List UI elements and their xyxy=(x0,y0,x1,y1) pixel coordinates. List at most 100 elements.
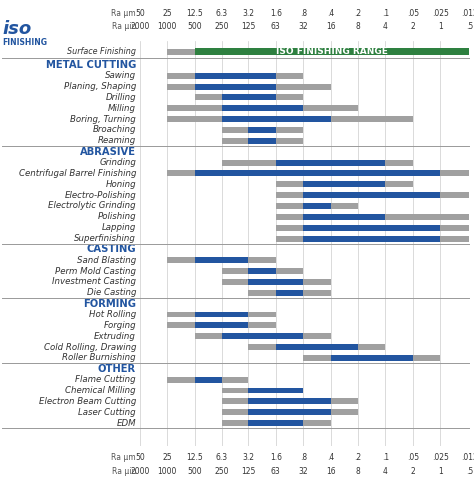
Bar xyxy=(248,344,385,350)
Text: ISO FINISHING RANGE: ISO FINISHING RANGE xyxy=(276,47,388,56)
Text: 50: 50 xyxy=(135,453,145,462)
Bar xyxy=(167,116,413,122)
Text: 6.3: 6.3 xyxy=(216,453,228,462)
Bar xyxy=(222,388,303,393)
Text: 500: 500 xyxy=(187,467,202,476)
Text: Polishing: Polishing xyxy=(98,212,136,221)
Text: 32: 32 xyxy=(299,22,308,31)
Text: .8: .8 xyxy=(300,453,307,462)
Text: 2000: 2000 xyxy=(130,467,149,476)
Bar xyxy=(167,257,276,263)
Text: OTHER: OTHER xyxy=(98,364,136,374)
Bar xyxy=(276,214,469,220)
Bar xyxy=(195,94,303,100)
Text: .5: .5 xyxy=(465,467,473,476)
Bar xyxy=(195,257,248,263)
Bar xyxy=(276,203,358,209)
Bar xyxy=(222,398,358,404)
Bar xyxy=(222,105,303,111)
Text: FORMING: FORMING xyxy=(83,299,136,308)
Text: Reaming: Reaming xyxy=(98,136,136,146)
Bar xyxy=(248,268,276,274)
Text: Milling: Milling xyxy=(108,104,136,113)
Bar xyxy=(222,160,413,165)
Text: Forging: Forging xyxy=(103,321,136,330)
Text: 2: 2 xyxy=(410,22,415,31)
Bar xyxy=(303,225,440,231)
Text: Hot Rolling: Hot Rolling xyxy=(89,310,136,319)
Bar xyxy=(276,160,385,165)
Bar xyxy=(222,279,331,285)
Bar xyxy=(222,138,303,144)
Text: Extruding: Extruding xyxy=(94,332,136,341)
Bar xyxy=(222,127,303,133)
Text: Boring, Turning: Boring, Turning xyxy=(70,115,136,123)
Text: Sawing: Sawing xyxy=(105,71,136,80)
Bar xyxy=(167,171,469,176)
Text: .1: .1 xyxy=(382,9,389,18)
Bar xyxy=(276,225,469,231)
Bar xyxy=(222,268,303,274)
Text: FINISHING: FINISHING xyxy=(2,38,47,47)
Text: 32: 32 xyxy=(299,467,308,476)
Text: 50: 50 xyxy=(135,9,145,18)
Text: .05: .05 xyxy=(407,9,419,18)
Bar xyxy=(303,236,440,241)
Bar xyxy=(276,290,303,296)
Bar xyxy=(303,203,331,209)
Bar xyxy=(222,409,358,415)
Text: 12.5: 12.5 xyxy=(186,453,203,462)
Text: Ra μm: Ra μm xyxy=(111,453,136,462)
Text: Perm Mold Casting: Perm Mold Casting xyxy=(55,267,136,276)
Bar xyxy=(195,322,248,328)
Text: .4: .4 xyxy=(327,9,334,18)
Text: 63: 63 xyxy=(271,467,281,476)
Text: Electro-Polishing: Electro-Polishing xyxy=(64,190,136,200)
Text: Ra μm: Ra μm xyxy=(111,9,136,18)
Text: 8: 8 xyxy=(356,22,360,31)
Bar xyxy=(248,398,331,404)
Bar xyxy=(195,171,440,176)
Text: .1: .1 xyxy=(382,453,389,462)
Text: 16: 16 xyxy=(326,467,336,476)
Bar xyxy=(195,333,331,339)
Text: Sand Blasting: Sand Blasting xyxy=(77,256,136,265)
Text: Die Casting: Die Casting xyxy=(87,288,136,297)
Text: Superfinishing: Superfinishing xyxy=(74,234,136,243)
Text: 63: 63 xyxy=(271,22,281,31)
Text: 125: 125 xyxy=(241,467,255,476)
Text: 1000: 1000 xyxy=(157,22,177,31)
Bar xyxy=(167,49,195,55)
Bar xyxy=(248,279,303,285)
Bar xyxy=(195,311,248,318)
Text: 1000: 1000 xyxy=(157,467,177,476)
Bar xyxy=(195,376,222,383)
Bar xyxy=(167,73,303,79)
Text: Investment Casting: Investment Casting xyxy=(52,278,136,286)
Bar xyxy=(331,355,413,361)
Text: 4: 4 xyxy=(383,467,388,476)
Text: 12.5: 12.5 xyxy=(186,9,203,18)
Text: .05: .05 xyxy=(407,453,419,462)
Text: 500: 500 xyxy=(187,22,202,31)
Text: 250: 250 xyxy=(214,467,229,476)
Text: Ra μin: Ra μin xyxy=(112,467,136,476)
Text: .5: .5 xyxy=(465,22,473,31)
Text: Broaching: Broaching xyxy=(92,125,136,134)
Text: 3.2: 3.2 xyxy=(243,9,255,18)
Bar xyxy=(303,192,440,198)
Text: 1: 1 xyxy=(438,467,443,476)
Bar xyxy=(276,236,469,241)
Bar xyxy=(248,388,303,393)
Text: 125: 125 xyxy=(241,22,255,31)
Bar xyxy=(167,376,248,383)
Bar xyxy=(167,311,276,318)
Bar xyxy=(303,355,440,361)
Bar xyxy=(248,127,276,133)
Text: Flame Cutting: Flame Cutting xyxy=(75,375,136,384)
Bar xyxy=(195,73,276,79)
Bar xyxy=(167,83,331,90)
Text: Grinding: Grinding xyxy=(99,158,136,167)
Bar xyxy=(222,94,276,100)
Text: .025: .025 xyxy=(432,9,449,18)
